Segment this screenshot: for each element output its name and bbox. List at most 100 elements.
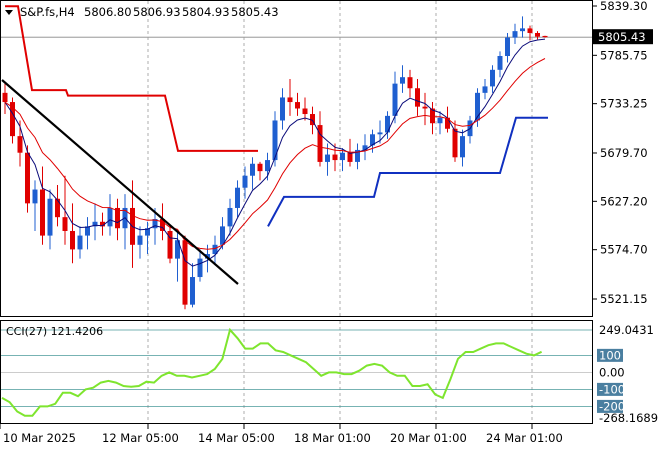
candle <box>92 203 98 241</box>
candle <box>527 25 533 41</box>
candle <box>482 79 488 100</box>
price-tick-label: 5574.70 <box>600 243 648 257</box>
candle <box>302 97 308 121</box>
cci-tick-label: 100 <box>599 348 621 362</box>
current-price-badge: 5805.43 <box>593 29 653 45</box>
candle <box>137 226 143 259</box>
cci-tick-label: -268.1689 <box>599 411 658 425</box>
price-tick-label: 5679.70 <box>600 146 648 160</box>
price-tick-label: 5627.20 <box>600 194 648 208</box>
candle <box>167 226 173 264</box>
time-tick-label: 18 Mar 01:00 <box>294 431 371 445</box>
candle <box>115 198 120 241</box>
candle <box>2 83 8 115</box>
candle <box>280 88 285 130</box>
trendline[interactable] <box>1 79 239 285</box>
candle <box>145 221 150 255</box>
candle <box>47 189 53 250</box>
cci-line <box>1 327 543 417</box>
candle <box>295 92 300 116</box>
trailing-stop-lines <box>5 5 548 227</box>
time-tick-label: 14 Mar 05:00 <box>198 431 275 445</box>
cci-level-badge <box>597 399 623 413</box>
candle <box>460 129 465 167</box>
candle <box>415 79 420 116</box>
dropdown-triangle-icon[interactable] <box>5 10 13 15</box>
cci-axis: 249.0431 100 0.00 -100 -200-268.1689 <box>597 323 658 425</box>
candle <box>32 180 38 231</box>
price-tick-label: 5521.15 <box>600 292 648 306</box>
ohlc-close: 5805.43 <box>231 5 279 19</box>
time-axis: 10 Mar 2025 12 Mar 05:00 14 Mar 05:00 18 Ma… <box>0 424 563 445</box>
candle <box>107 194 113 236</box>
candle <box>70 203 75 264</box>
price-tick-label: 5785.75 <box>600 48 648 62</box>
candle <box>25 145 30 213</box>
candle <box>452 120 458 162</box>
candle <box>85 217 90 250</box>
candle <box>362 134 368 161</box>
candle <box>242 166 248 199</box>
price-tick-label: 5839.30 <box>600 0 648 13</box>
candle <box>212 235 218 264</box>
main-plot-frame <box>0 0 593 317</box>
chart-header: S&P.fs,H4 5806.80 5806.93 5804.93 5805.4… <box>5 5 279 19</box>
candle <box>257 161 263 181</box>
candle <box>505 32 510 63</box>
price-axis: 5839.30 5785.75 5733.25 5679.70 5627.20 5574.… <box>592 0 648 306</box>
candle <box>407 69 413 98</box>
fast-ma-line <box>4 38 546 267</box>
candle <box>152 207 158 245</box>
candle <box>520 16 525 38</box>
candle <box>497 51 503 78</box>
time-tick-label: 20 Mar 01:00 <box>390 431 467 445</box>
candle <box>445 106 450 133</box>
candle <box>235 180 240 218</box>
ohlc-open: 5806.80 <box>84 5 132 19</box>
cci-level-badge <box>597 348 623 362</box>
current-price-label: 5805.43 <box>598 30 646 44</box>
candle <box>40 166 45 245</box>
symbol-label: S&P.fs,H4 <box>20 5 75 19</box>
candle <box>377 120 383 144</box>
candle <box>77 226 83 259</box>
candle <box>437 111 443 135</box>
time-tick-label: 10 Mar 2025 <box>3 431 76 445</box>
ohlc-high: 5806.93 <box>133 5 181 19</box>
candle <box>422 92 428 126</box>
candle <box>490 65 495 93</box>
candle <box>250 157 255 190</box>
cci-label: CCI(27) 121.4206 <box>6 325 103 338</box>
time-tick-label: 12 Mar 05:00 <box>102 431 179 445</box>
cci-tick-label: -100 <box>599 382 625 396</box>
cci-tick-label: 0.00 <box>599 365 625 379</box>
candle <box>220 217 225 250</box>
bull-trail-line <box>267 116 548 227</box>
moving-averages <box>4 38 546 267</box>
price-tick-label: 5733.25 <box>600 97 648 111</box>
candle <box>430 102 435 135</box>
candle <box>542 35 548 38</box>
cci-tick-label: 249.0431 <box>599 323 654 337</box>
candlesticks <box>2 16 548 310</box>
candle <box>287 79 293 116</box>
candle <box>355 143 360 170</box>
candle <box>385 111 390 139</box>
bear-trail-line <box>5 5 258 152</box>
candle <box>400 65 405 93</box>
candle <box>227 198 233 236</box>
candle <box>197 249 203 282</box>
candle <box>100 212 105 236</box>
cci-panel-frame <box>0 320 593 424</box>
cci-level-badge <box>597 382 623 396</box>
candle <box>10 97 15 144</box>
time-tick-label: 24 Mar 01:00 <box>486 431 563 445</box>
candle <box>190 263 195 308</box>
ohlc-low: 5804.93 <box>182 5 230 19</box>
candle <box>392 71 398 124</box>
candle <box>340 148 345 172</box>
cci-tick-label: -200 <box>599 399 625 413</box>
candle <box>332 143 338 172</box>
